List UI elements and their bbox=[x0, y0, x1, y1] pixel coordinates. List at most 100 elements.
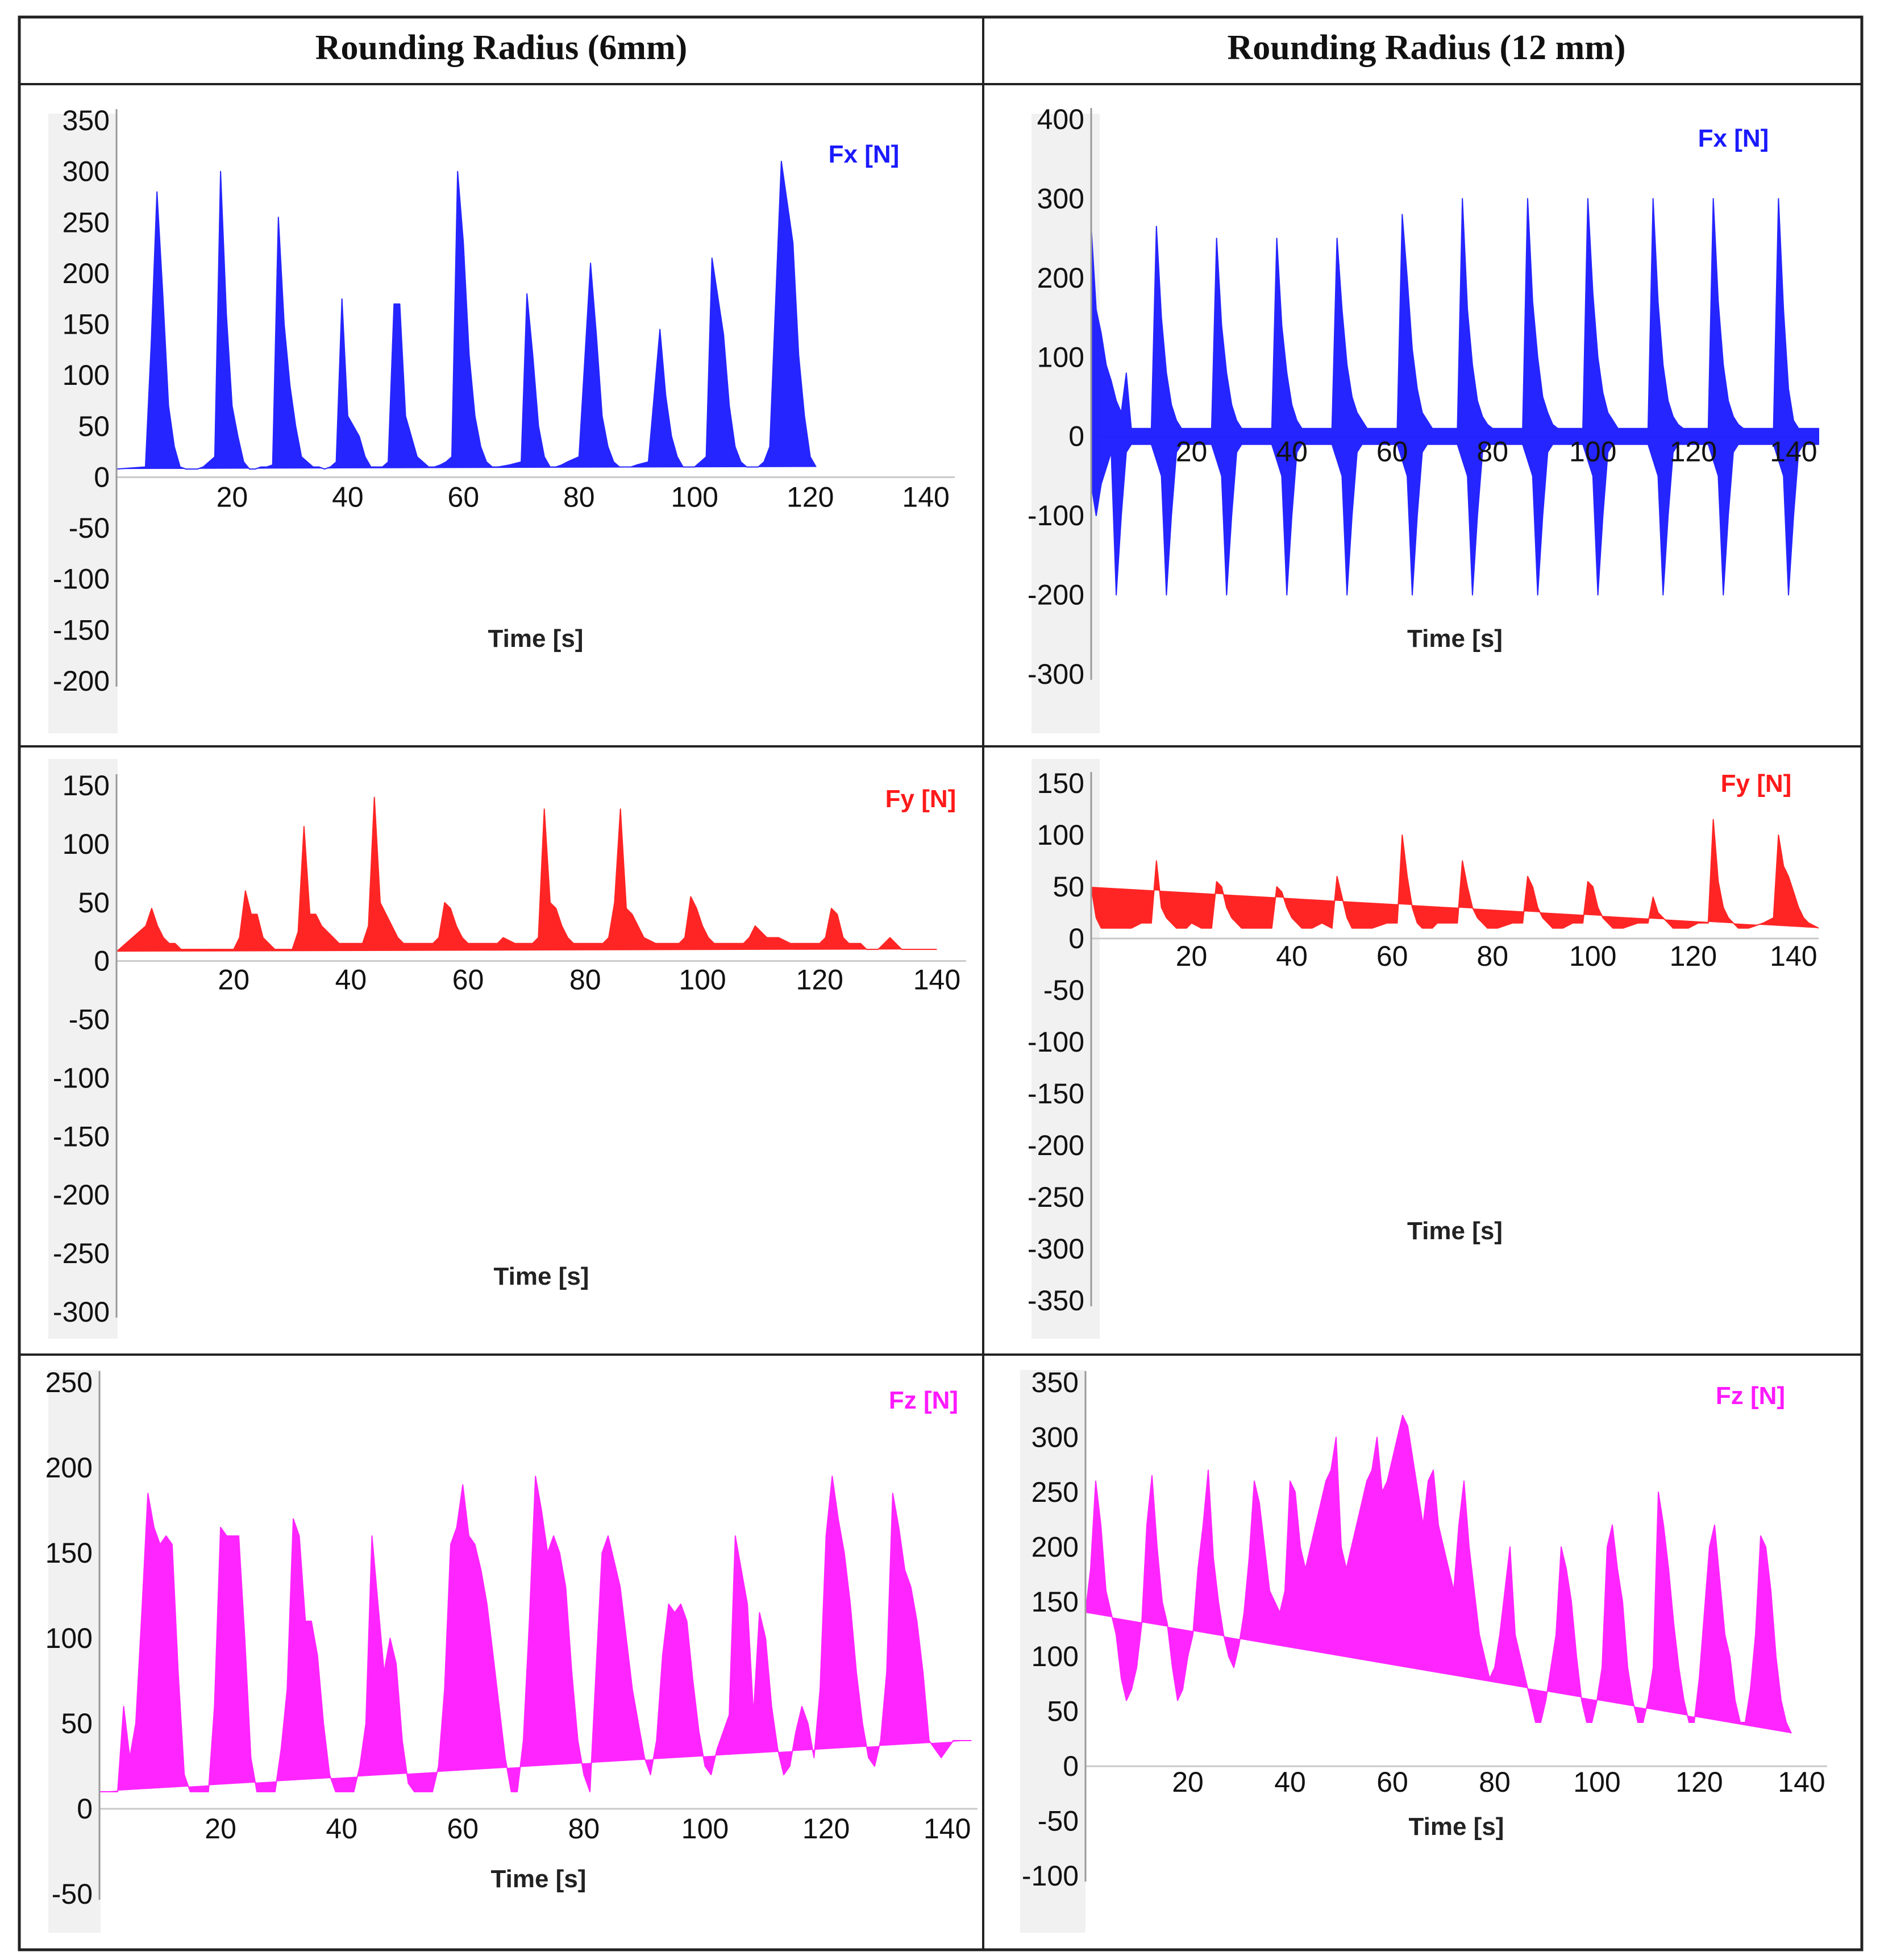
y-tick-label: 250 bbox=[1031, 1476, 1079, 1508]
series-label: Fy [N] bbox=[885, 785, 956, 813]
y-tick-label: 100 bbox=[1037, 819, 1084, 851]
y-tick-label: 400 bbox=[1037, 103, 1084, 135]
y-tick-label: -50 bbox=[69, 512, 110, 544]
y-tick-label: 250 bbox=[63, 206, 110, 238]
x-tick-label: 20 bbox=[205, 1813, 236, 1845]
x-tick-label: 40 bbox=[335, 964, 367, 996]
y-tick-label: 200 bbox=[63, 258, 110, 289]
axis-background bbox=[48, 759, 118, 1339]
x-tick-label: 100 bbox=[1569, 940, 1616, 972]
series-label: Fz [N] bbox=[1716, 1382, 1785, 1410]
x-axis-label: Time [s] bbox=[1407, 1217, 1503, 1245]
signal-area bbox=[1091, 198, 1819, 596]
chart-fz-6mm: 250 200 150 100 50 0 -50 20 40 60 80 100 120 140 Time … bbox=[45, 1367, 978, 1933]
y-tick-label: -100 bbox=[53, 1062, 110, 1094]
y-tick-label: 50 bbox=[78, 887, 110, 919]
y-tick-label: 100 bbox=[45, 1622, 93, 1654]
y-tick-label: -50 bbox=[1038, 1805, 1079, 1837]
signal-area bbox=[116, 796, 937, 952]
x-tick-label: 100 bbox=[679, 964, 726, 996]
x-axis-label: Time [s] bbox=[1407, 625, 1503, 653]
y-tick-label: 0 bbox=[1068, 923, 1084, 954]
y-tick-label: 350 bbox=[1031, 1367, 1079, 1398]
header-right: Rounding Radius (12 mm) bbox=[1227, 28, 1625, 67]
x-tick-label: 140 bbox=[913, 964, 960, 996]
x-tick-label: 60 bbox=[452, 964, 484, 996]
x-tick-label: 40 bbox=[1274, 1766, 1306, 1798]
x-tick-label: 100 bbox=[681, 1813, 729, 1845]
x-tick-label: 120 bbox=[787, 481, 834, 513]
y-tick-label: -150 bbox=[53, 1120, 110, 1152]
x-tick-label: 20 bbox=[218, 964, 249, 996]
x-tick-label: 120 bbox=[1675, 1766, 1723, 1798]
y-tick-label: 200 bbox=[1037, 262, 1084, 294]
x-tick-label: 80 bbox=[1479, 1766, 1511, 1798]
chart-fz-12mm: 350 300 250 200 150 100 50 0 -50 -100 20 40 60 80 100 1… bbox=[1020, 1367, 1827, 1933]
y-tick-label: 100 bbox=[63, 359, 110, 391]
y-tick-label: 0 bbox=[1063, 1750, 1079, 1782]
chart-fx-12mm: 400 300 200 100 0 -100 -200 -300 20 40 60 80 100 120 1… bbox=[1028, 103, 1819, 733]
y-tick-label: 50 bbox=[78, 410, 110, 442]
x-tick-label: 80 bbox=[563, 481, 595, 513]
series-label: Fz [N] bbox=[889, 1386, 958, 1414]
y-tick-label: 150 bbox=[45, 1537, 93, 1569]
x-tick-label: 40 bbox=[1276, 940, 1308, 972]
y-tick-label: 50 bbox=[1047, 1696, 1079, 1728]
y-tick-label: 100 bbox=[63, 828, 110, 860]
x-tick-label: 20 bbox=[1176, 940, 1208, 972]
x-tick-label: 40 bbox=[1276, 436, 1308, 468]
y-tick-label: -350 bbox=[1028, 1285, 1084, 1317]
axis-background bbox=[1031, 759, 1100, 1339]
y-tick-label: 350 bbox=[63, 105, 110, 136]
chart-fx-6mm: 350 300 250 200 150 100 50 0 -50 -100 -150 -200 20 40… bbox=[48, 105, 955, 733]
header-left: Rounding Radius (6mm) bbox=[315, 28, 688, 67]
x-axis-label: Time [s] bbox=[1409, 1813, 1504, 1841]
y-tick-label: 0 bbox=[1068, 421, 1084, 452]
x-tick-label: 60 bbox=[1376, 940, 1408, 972]
x-tick-label: 80 bbox=[568, 1813, 600, 1845]
chart-fy-6mm: 150 100 50 0 -50 -100 -150 -200 -250 -300 20 40 60 80… bbox=[48, 759, 966, 1339]
y-tick-label: -200 bbox=[53, 1179, 110, 1211]
x-tick-label: 80 bbox=[569, 964, 601, 996]
axis-background bbox=[1031, 114, 1100, 733]
y-tick-label: -250 bbox=[53, 1238, 110, 1269]
x-tick-label: 100 bbox=[671, 481, 718, 513]
x-tick-label: 120 bbox=[1670, 436, 1717, 468]
y-tick-label: 150 bbox=[1037, 767, 1084, 799]
y-tick-label: -300 bbox=[53, 1296, 110, 1328]
x-tick-label: 140 bbox=[924, 1813, 971, 1845]
x-tick-label: 40 bbox=[326, 1813, 357, 1845]
x-tick-label: 60 bbox=[448, 481, 480, 513]
y-tick-label: -300 bbox=[1028, 658, 1084, 690]
x-tick-label: 20 bbox=[1172, 1766, 1204, 1798]
x-tick-label: 20 bbox=[217, 481, 248, 513]
y-tick-label: -150 bbox=[1028, 1078, 1084, 1110]
x-axis-label: Time [s] bbox=[488, 625, 584, 653]
y-tick-label: -100 bbox=[1028, 500, 1084, 531]
y-tick-label: 50 bbox=[61, 1708, 93, 1739]
x-tick-label: 60 bbox=[447, 1813, 479, 1845]
x-axis-label: Time [s] bbox=[494, 1263, 589, 1290]
series-label: Fx [N] bbox=[1698, 124, 1769, 152]
x-tick-label: 120 bbox=[802, 1813, 850, 1845]
y-tick-label: -100 bbox=[53, 563, 110, 595]
signal-area bbox=[116, 160, 817, 470]
x-tick-label: 100 bbox=[1573, 1766, 1620, 1798]
y-tick-label: -200 bbox=[1028, 579, 1084, 611]
y-tick-label: 100 bbox=[1037, 341, 1084, 373]
x-tick-label: 140 bbox=[1778, 1766, 1825, 1798]
x-tick-label: 60 bbox=[1376, 436, 1408, 468]
y-tick-label: -200 bbox=[53, 665, 110, 697]
axis-background bbox=[48, 114, 118, 733]
x-tick-label: 80 bbox=[1476, 940, 1508, 972]
signal-area bbox=[99, 1476, 972, 1792]
y-tick-label: 250 bbox=[45, 1367, 93, 1398]
x-tick-label: 120 bbox=[1670, 940, 1717, 972]
axis-background bbox=[1020, 1370, 1085, 1933]
series-label: Fy [N] bbox=[1721, 770, 1792, 798]
y-tick-label: -50 bbox=[1043, 974, 1084, 1006]
x-tick-label: 140 bbox=[1770, 436, 1817, 468]
y-tick-label: 100 bbox=[1031, 1641, 1079, 1672]
x-tick-label: 60 bbox=[1376, 1766, 1408, 1798]
y-tick-label: 150 bbox=[1031, 1586, 1079, 1618]
